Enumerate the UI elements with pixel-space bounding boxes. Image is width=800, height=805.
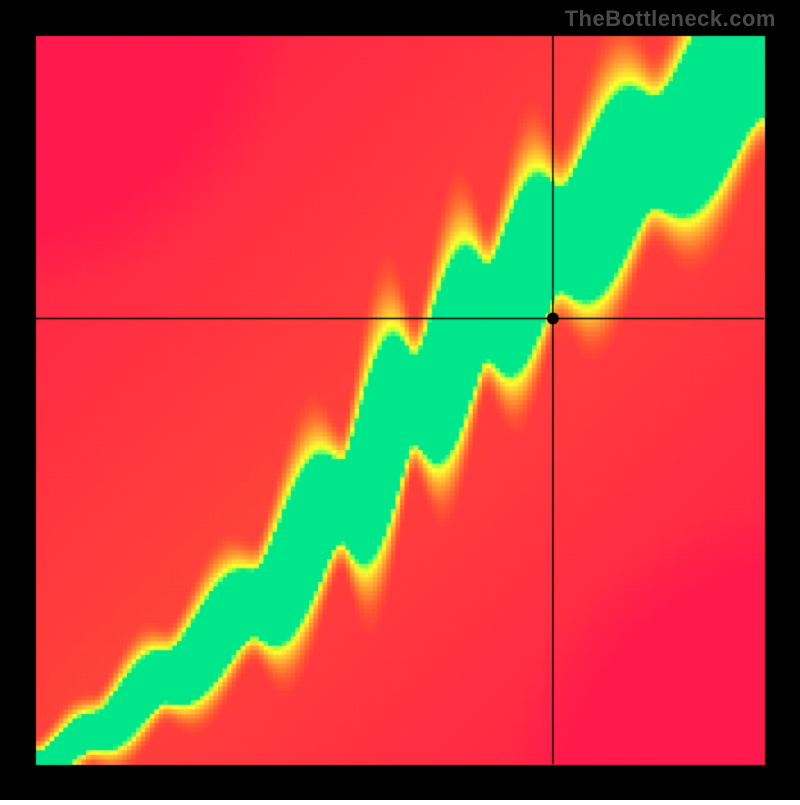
heatmap-canvas-wrap: [0, 0, 800, 805]
chart-container: TheBottleneck.com: [0, 0, 800, 800]
attribution-text: TheBottleneck.com: [565, 6, 776, 32]
heatmap-canvas: [0, 0, 800, 800]
